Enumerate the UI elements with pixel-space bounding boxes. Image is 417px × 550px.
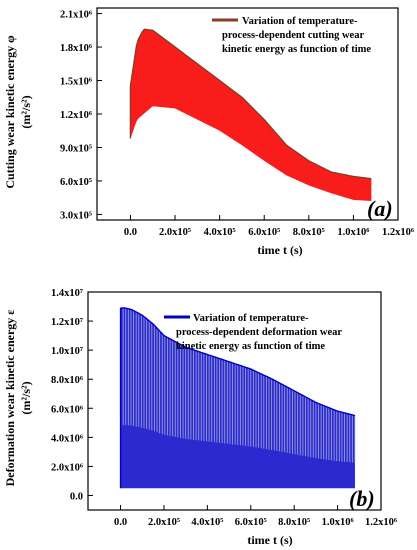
x-tick-label: 6.0x10⁵ — [248, 227, 280, 238]
legend-line-a-1: Variation of temperature- — [242, 16, 358, 27]
x-tick-label: 1.0x10⁶ — [337, 227, 369, 238]
x-tick-label: 2.0x10⁵ — [159, 227, 191, 238]
x-ticks-b: 0.0 2.0x10⁵ 4.0x10⁵ 6.0x10⁵ 8.0x10⁵ 1.0x10⁶ 1.… — [114, 505, 397, 528]
oscillation-lines-b — [120, 307, 356, 463]
legend-line-b-1: Variation of temperature- — [193, 313, 309, 324]
x-tick-label: 0.0 — [124, 227, 137, 238]
y-tick-label: 9.0x10⁵ — [60, 143, 92, 154]
legend-a: Variation of temperature- process-depend… — [212, 16, 371, 55]
plot-frame-b — [87, 291, 382, 511]
x-tick-label: 8.0x10⁵ — [278, 517, 310, 528]
legend-line-b-3: kinetic energy as function of time — [176, 341, 325, 352]
x-axis-label-a: time t (s) — [257, 243, 302, 257]
x-tick-label: 2.0x10⁵ — [148, 517, 180, 528]
y-tick-label: 8.0x10⁶ — [51, 375, 83, 386]
chart-panel-a: 0.0 2.0x10⁵ 4.0x10⁵ 6.0x10⁵ 8.0x10⁵ 1.0x10⁶ 1.… — [3, 7, 414, 257]
plot-area-a — [129, 28, 372, 202]
y-axis-label-unit-b: (m²/s²) — [19, 381, 33, 414]
y-tick-label: 1.8x10⁶ — [60, 43, 92, 54]
oscillation-lines-a — [130, 29, 372, 202]
x-tick-label: 4.0x10⁵ — [191, 517, 223, 528]
y-axis-label-b: Deformation wear kinetic energy ε (m²/s²… — [3, 310, 33, 487]
y-axis-label-main-b: Deformation wear kinetic energy ε — [3, 310, 17, 487]
legend-b: Variation of temperature- process-depend… — [164, 313, 342, 352]
x-tick-label: 4.0x10⁵ — [204, 227, 236, 238]
y-tick-label: 0.0 — [70, 491, 83, 502]
chart-panel-b: 0.0 2.0x10⁵ 4.0x10⁵ 6.0x10⁵ 8.0x10⁵ 1.0x10⁶ 1.… — [3, 288, 397, 547]
plot-area-b — [119, 307, 356, 489]
legend-line-a-2: process-dependent cutting wear — [222, 30, 364, 41]
y-tick-label: 6.0x10⁶ — [51, 404, 83, 415]
x-tick-label: 6.0x10⁵ — [235, 517, 267, 528]
legend-line-a-3: kinetic energy as function of time — [222, 44, 371, 55]
y-ticks-a: 3.0x10⁵ 6.0x10⁵ 9.0x10⁵ 1.2x10⁶ 1.5x10⁶ 1.8x1… — [60, 10, 102, 221]
y-tick-label: 1.2x10⁷ — [51, 317, 83, 328]
y-tick-label: 4.0x10⁶ — [51, 433, 83, 444]
x-tick-label: 1.0x10⁶ — [322, 517, 354, 528]
y-tick-label: 6.0x10⁵ — [60, 177, 92, 188]
x-tick-label: 8.0x10⁵ — [293, 227, 325, 238]
panel-label-a: (a) — [367, 196, 393, 221]
x-tick-label: 1.2x10⁶ — [365, 517, 397, 528]
y-tick-label: 1.0x10⁷ — [51, 346, 83, 357]
upper-envelope-a — [129, 28, 372, 180]
y-tick-label: 2.1x10⁶ — [60, 10, 92, 21]
y-axis-label-unit-a: (m²/s²) — [19, 95, 33, 128]
upper-envelope-b — [120, 307, 356, 417]
x-tick-label: 0.0 — [114, 517, 127, 528]
y-axis-label-main-a: Cutting wear kinetic energy φ — [3, 35, 17, 189]
y-ticks-b: 0.0 2.0x10⁶ 4.0x10⁶ 6.0x10⁶ 8.0x10⁶ 1.0x10⁷ 1.… — [51, 288, 93, 502]
x-tick-label: 1.2x10⁶ — [382, 227, 414, 238]
y-axis-label-a: Cutting wear kinetic energy φ (m²/s²) — [3, 35, 33, 189]
legend-line-b-2: process-dependent deformation wear — [176, 327, 342, 338]
panel-label-b: (b) — [349, 486, 375, 511]
y-tick-label: 1.2x10⁶ — [60, 110, 92, 121]
x-ticks-a: 0.0 2.0x10⁵ 4.0x10⁵ 6.0x10⁵ 8.0x10⁵ 1.0x10⁶ 1.… — [124, 215, 414, 238]
x-axis-label-b: time t (s) — [247, 533, 292, 547]
y-tick-label: 2.0x10⁶ — [51, 462, 83, 473]
y-tick-label: 1.4x10⁷ — [51, 288, 83, 299]
y-tick-label: 1.5x10⁶ — [60, 77, 92, 88]
y-tick-label: 3.0x10⁵ — [60, 210, 92, 221]
